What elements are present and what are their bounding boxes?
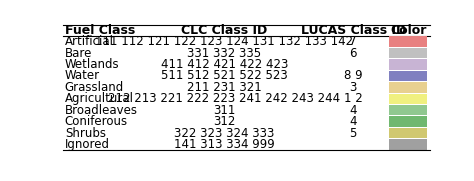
FancyBboxPatch shape: [389, 117, 429, 127]
Text: Agricultural: Agricultural: [65, 92, 134, 105]
FancyBboxPatch shape: [389, 59, 429, 70]
Text: 411 412 421 422 423: 411 412 421 422 423: [161, 58, 288, 71]
Text: 212 213 221 222 223 241 242 243 244: 212 213 221 222 223 241 242 243 244: [109, 92, 341, 105]
Text: 311: 311: [213, 104, 236, 117]
Text: Fuel Class: Fuel Class: [65, 24, 135, 37]
Text: Bare: Bare: [65, 47, 92, 60]
Text: 1 2: 1 2: [344, 92, 363, 105]
Text: 111 112 121 122 123 124 131 132 133 142: 111 112 121 122 123 124 131 132 133 142: [95, 35, 354, 48]
Text: LUCAS Class ID: LUCAS Class ID: [301, 24, 406, 37]
Text: 511 512 521 522 523: 511 512 521 522 523: [161, 70, 288, 82]
Text: Artificial: Artificial: [65, 35, 114, 48]
FancyBboxPatch shape: [389, 48, 429, 58]
Text: Broadleaves: Broadleaves: [65, 104, 138, 117]
FancyBboxPatch shape: [389, 105, 429, 115]
FancyBboxPatch shape: [389, 37, 429, 47]
Text: Water: Water: [65, 70, 100, 82]
Text: Color: Color: [390, 24, 427, 37]
FancyBboxPatch shape: [389, 94, 429, 104]
Text: Grassland: Grassland: [65, 81, 124, 94]
Text: 3: 3: [349, 81, 357, 94]
FancyBboxPatch shape: [389, 128, 429, 138]
Text: 331 332 335: 331 332 335: [188, 47, 262, 60]
Text: 312: 312: [213, 115, 236, 128]
Text: 211 231 321: 211 231 321: [187, 81, 262, 94]
FancyBboxPatch shape: [389, 82, 429, 92]
Text: 4: 4: [349, 104, 357, 117]
Text: 7: 7: [349, 35, 357, 48]
Text: 322 323 324 333: 322 323 324 333: [174, 127, 275, 140]
FancyBboxPatch shape: [389, 71, 429, 81]
Text: Shrubs: Shrubs: [65, 127, 106, 140]
Text: Wetlands: Wetlands: [65, 58, 119, 71]
Text: 8 9: 8 9: [344, 70, 363, 82]
FancyBboxPatch shape: [389, 139, 429, 150]
Text: Coniferous: Coniferous: [65, 115, 128, 128]
Text: 6: 6: [349, 47, 357, 60]
Text: 5: 5: [349, 127, 357, 140]
Text: 4: 4: [349, 115, 357, 128]
Text: CLC Class ID: CLC Class ID: [182, 24, 268, 37]
Text: 141 313 334 999: 141 313 334 999: [174, 138, 275, 151]
Text: Ignored: Ignored: [65, 138, 110, 151]
